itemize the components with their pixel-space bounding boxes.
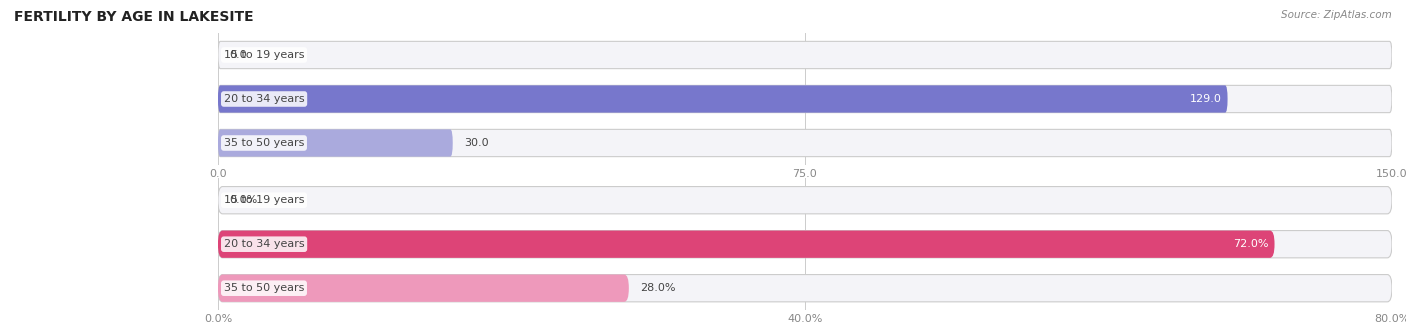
FancyBboxPatch shape [218, 275, 628, 302]
FancyBboxPatch shape [218, 129, 1392, 157]
Text: 35 to 50 years: 35 to 50 years [224, 138, 304, 148]
Text: 0.0%: 0.0% [229, 195, 257, 205]
Text: 129.0: 129.0 [1189, 94, 1222, 104]
Text: Source: ZipAtlas.com: Source: ZipAtlas.com [1281, 10, 1392, 20]
Text: 30.0: 30.0 [464, 138, 489, 148]
FancyBboxPatch shape [218, 85, 1227, 113]
FancyBboxPatch shape [218, 275, 1392, 302]
Text: 0.0: 0.0 [229, 50, 247, 60]
FancyBboxPatch shape [218, 231, 1392, 258]
Text: 35 to 50 years: 35 to 50 years [224, 283, 304, 293]
Text: 20 to 34 years: 20 to 34 years [224, 239, 305, 249]
FancyBboxPatch shape [218, 41, 1392, 69]
Text: FERTILITY BY AGE IN LAKESITE: FERTILITY BY AGE IN LAKESITE [14, 10, 253, 24]
Text: 15 to 19 years: 15 to 19 years [224, 195, 304, 205]
FancyBboxPatch shape [218, 186, 1392, 214]
Text: 20 to 34 years: 20 to 34 years [224, 94, 305, 104]
Text: 72.0%: 72.0% [1233, 239, 1268, 249]
FancyBboxPatch shape [218, 231, 1275, 258]
Text: 28.0%: 28.0% [641, 283, 676, 293]
FancyBboxPatch shape [218, 85, 1392, 113]
FancyBboxPatch shape [218, 129, 453, 157]
Text: 15 to 19 years: 15 to 19 years [224, 50, 304, 60]
